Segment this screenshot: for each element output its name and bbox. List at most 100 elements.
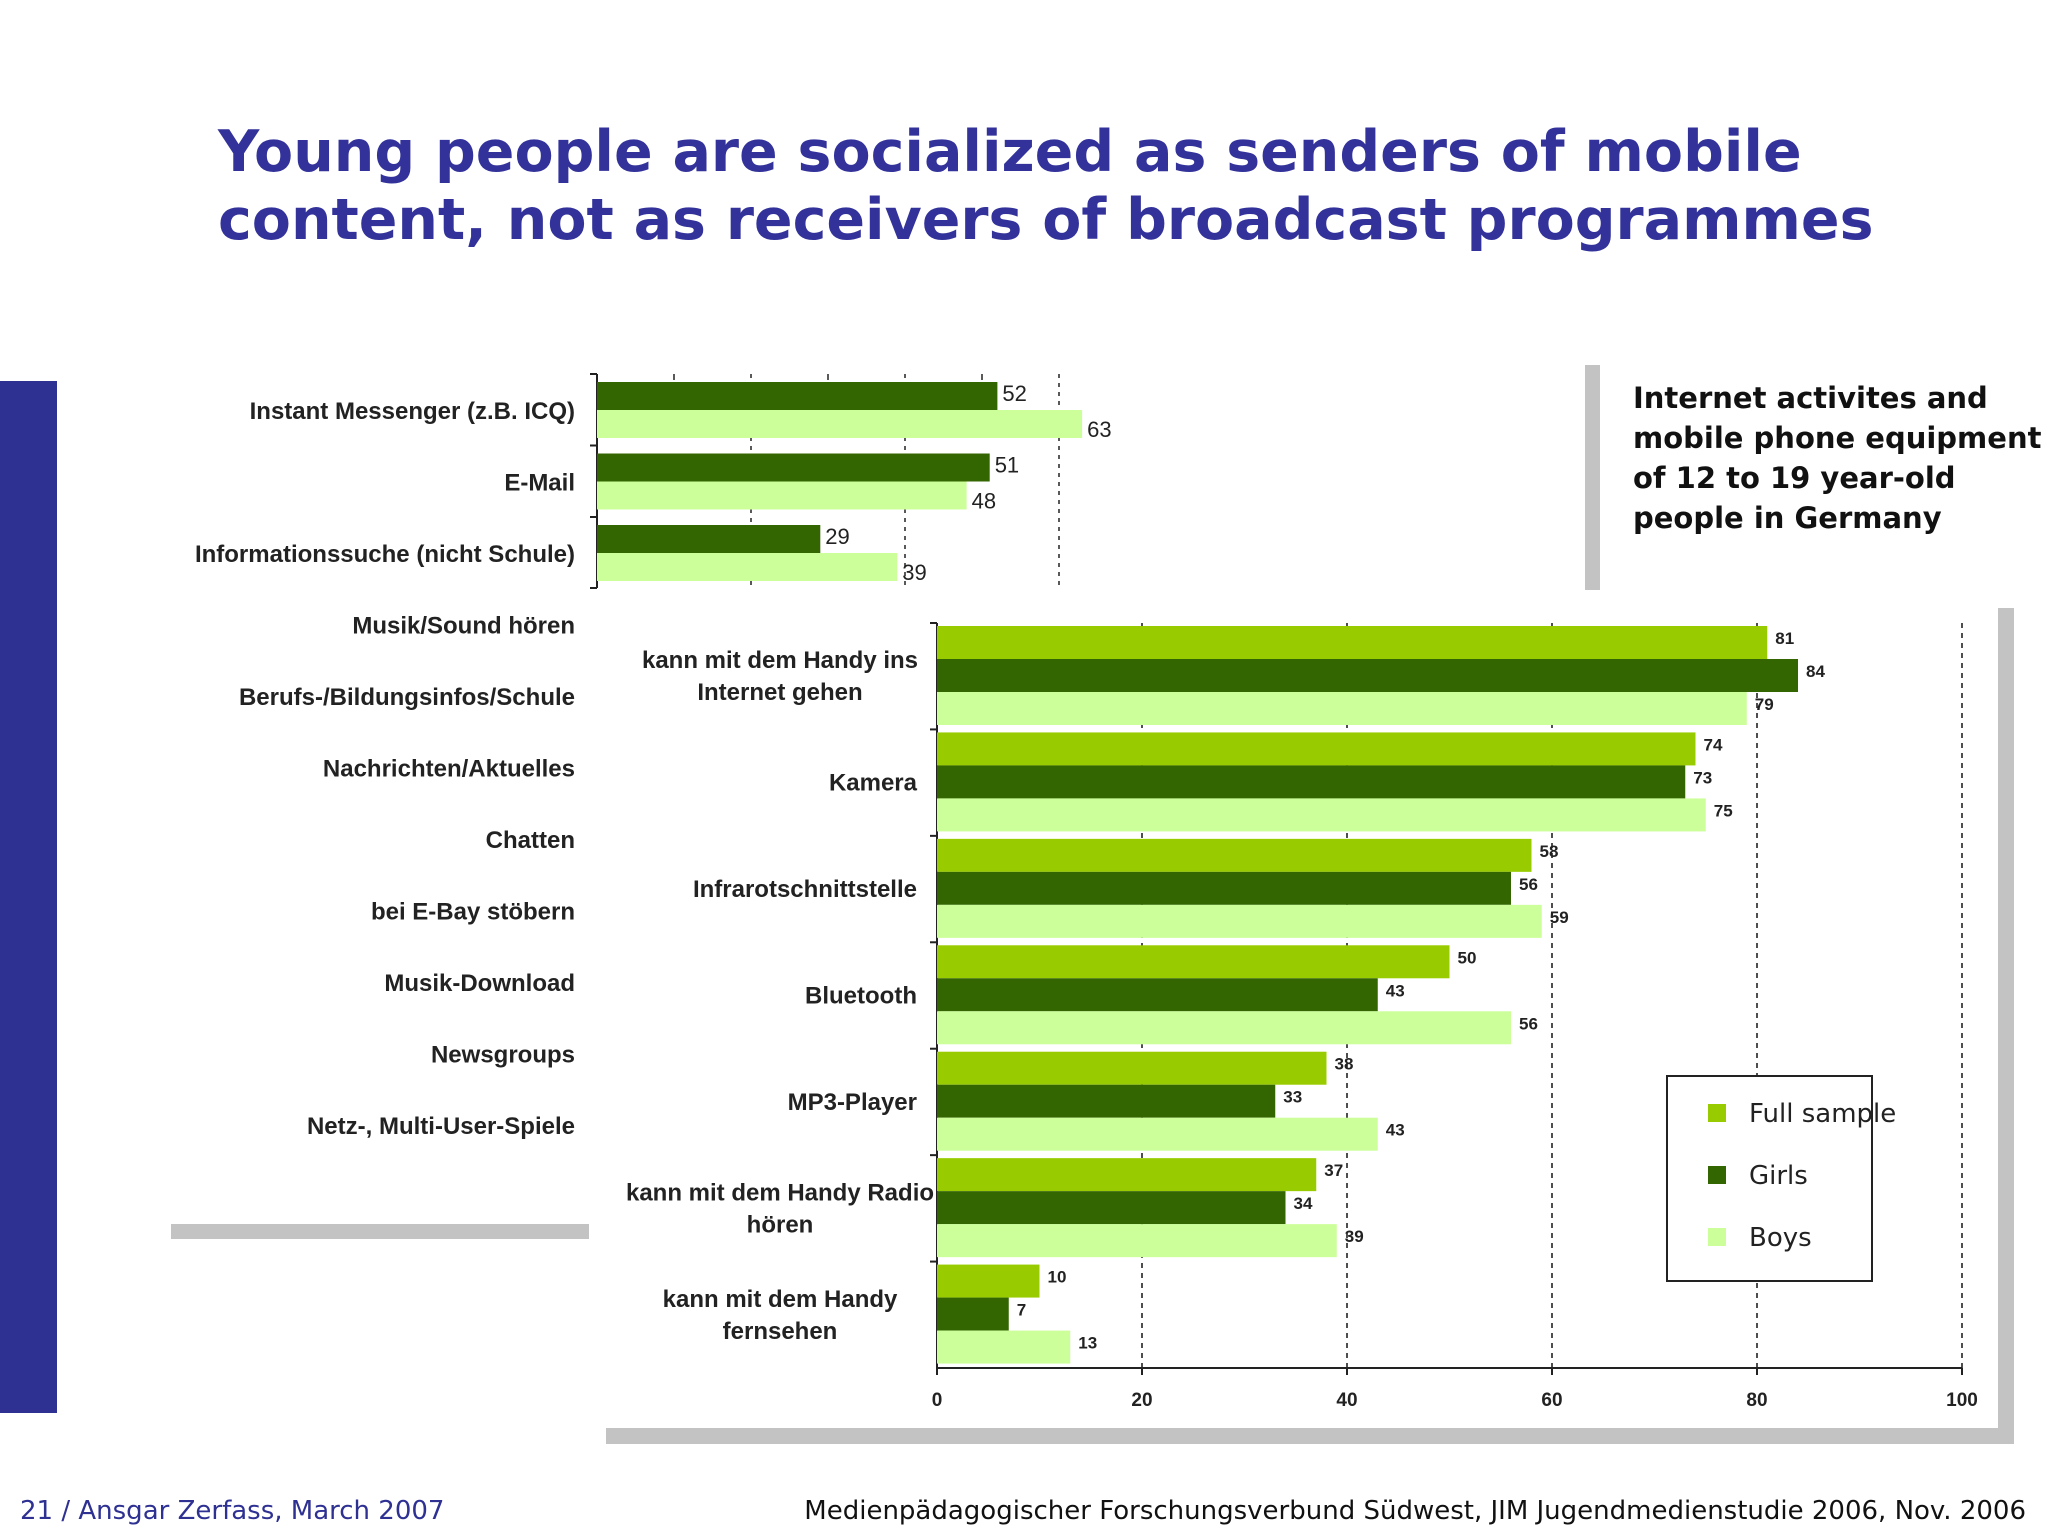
bar-full-sample-infrarotschnittstelle [937, 838, 1532, 872]
bar-full-sample-kann-mit-dem-handy-fernsehen [937, 1264, 1040, 1298]
category-label-kann-mit-dem-handy-fernsehen-line-1: kann mit dem Handy [663, 1286, 898, 1313]
top-category-label-musik-sound-h-ren: Musik/Sound hören [352, 613, 575, 640]
category-label-kann-mit-dem-handy-ins-internet-gehen-line-2: Internet gehen [697, 679, 862, 706]
value-label-full-sample-infrarotschnittstelle: 58 [1540, 842, 1559, 861]
value-label-boys-bluetooth: 56 [1519, 1014, 1538, 1033]
bar-boys-mp3-player [937, 1117, 1378, 1151]
top-category-label-e-mail: E-Mail [504, 470, 575, 497]
top-category-label-berufs-bildungsinfos-schule: Berufs-/Bildungsinfos/Schule [239, 684, 575, 711]
bar-full-sample-mp3-player [937, 1051, 1327, 1085]
value-label-girls-kamera: 73 [1693, 768, 1712, 787]
top-category-label-nachrichten-aktuelles: Nachrichten/Aktuelles [323, 756, 575, 783]
left-accent-bar [0, 381, 57, 1413]
top-value-label-boys-informationssuche-nicht-schule: 39 [902, 560, 926, 585]
top-bar-boys-e-mail [597, 481, 967, 510]
bar-girls-kamera [937, 765, 1686, 799]
value-label-boys-infrarotschnittstelle: 59 [1550, 908, 1569, 927]
top-bar-boys-instant-messenger-z-b-icq [597, 410, 1083, 438]
value-label-boys-kamera: 75 [1714, 801, 1733, 820]
internet-activities-chart: Instant Messenger (z.B. ICQ) 52 63 E-Mail 51… [195, 373, 1112, 1140]
category-label-kamera-line-1: Kamera [829, 770, 918, 797]
value-label-full-sample-kamera: 74 [1704, 735, 1723, 754]
value-label-boys-mp3-player: 43 [1386, 1121, 1405, 1140]
category-label-kann-mit-dem-handy-fernsehen-line-2: fernsehen [723, 1318, 838, 1345]
top-category-label-instant-messenger-z-b-icq: Instant Messenger (z.B. ICQ) [250, 398, 575, 425]
top-bar-girls-instant-messenger-z-b-icq [597, 382, 998, 410]
panel-shadow-bottom [606, 1428, 2014, 1444]
top-category-label-bei-e-bay-st-bern: bei E-Bay stöbern [371, 899, 575, 926]
top-value-label-girls-e-mail: 51 [995, 453, 1019, 478]
top-value-label-boys-e-mail: 48 [972, 489, 996, 514]
legend-swatch-full-sample [1708, 1104, 1726, 1122]
legend-label-boys: Boys [1749, 1223, 1812, 1253]
bar-full-sample-kann-mit-dem-handy-radio-h-ren [937, 1158, 1317, 1192]
bar-boys-kann-mit-dem-handy-radio-h-ren [937, 1224, 1337, 1258]
value-label-boys-kann-mit-dem-handy-radio-h-ren: 39 [1345, 1227, 1364, 1246]
value-label-girls-kann-mit-dem-handy-ins-internet-gehen: 84 [1806, 662, 1825, 681]
x-tick-label-20: 20 [1131, 1390, 1152, 1411]
x-tick-label-80: 80 [1746, 1390, 1767, 1411]
bar-boys-kann-mit-dem-handy-fernsehen [937, 1330, 1071, 1364]
category-label-mp3-player-line-1: MP3-Player [788, 1089, 917, 1116]
value-label-full-sample-mp3-player: 38 [1335, 1055, 1354, 1074]
category-label-kann-mit-dem-handy-ins-internet-gehen-line-1: kann mit dem Handy ins [642, 647, 918, 674]
mobile-equipment-chart: 0 20 40 60 80 100 kann mit dem Handy ins Intern… [593, 590, 1998, 1428]
bar-full-sample-bluetooth [937, 945, 1450, 979]
x-tick-label-40: 40 [1336, 1390, 1357, 1411]
bar-girls-mp3-player [937, 1084, 1276, 1118]
bar-girls-kann-mit-dem-handy-fernsehen [937, 1297, 1009, 1331]
bar-girls-bluetooth [937, 978, 1378, 1012]
x-tick-label-100: 100 [1946, 1390, 1978, 1411]
bar-full-sample-kamera [937, 732, 1696, 766]
legend-swatch-boys [1708, 1228, 1726, 1246]
value-label-girls-mp3-player: 33 [1283, 1088, 1302, 1107]
category-label-bluetooth-line-1: Bluetooth [805, 983, 917, 1010]
bar-girls-kann-mit-dem-handy-ins-internet-gehen [937, 659, 1798, 692]
top-category-label-informationssuche-nicht-schule: Informationssuche (nicht Schule) [195, 541, 575, 568]
value-label-girls-infrarotschnittstelle: 56 [1519, 875, 1538, 894]
top-value-label-girls-instant-messenger-z-b-icq: 52 [1002, 381, 1026, 406]
value-label-girls-kann-mit-dem-handy-fernsehen: 7 [1017, 1301, 1026, 1320]
value-label-full-sample-kann-mit-dem-handy-fernsehen: 10 [1048, 1268, 1067, 1287]
top-category-label-chatten: Chatten [486, 827, 575, 854]
value-label-full-sample-kann-mit-dem-handy-ins-internet-gehen: 81 [1775, 629, 1794, 648]
value-label-boys-kann-mit-dem-handy-fernsehen: 13 [1078, 1334, 1097, 1353]
value-label-girls-kann-mit-dem-handy-radio-h-ren: 34 [1294, 1194, 1313, 1213]
value-label-full-sample-bluetooth: 50 [1458, 948, 1477, 967]
footer-source: Medienpädagogischer Forschungsverbund Sü… [804, 1496, 2026, 1526]
slide-title: Young people are socialized as senders o… [218, 119, 1874, 253]
decorative-gray-line [171, 1224, 589, 1239]
top-value-label-girls-informationssuche-nicht-schule: 29 [825, 524, 849, 549]
x-tick-label-60: 60 [1541, 1390, 1562, 1411]
bar-girls-kann-mit-dem-handy-radio-h-ren [937, 1191, 1286, 1225]
legend-label-full-sample: Full sample [1749, 1099, 1896, 1129]
panel-shadow-right [1998, 608, 2014, 1444]
top-bar-girls-informationssuche-nicht-schule [597, 525, 821, 553]
value-label-full-sample-kann-mit-dem-handy-radio-h-ren: 37 [1324, 1161, 1343, 1180]
category-label-infrarotschnittstelle-line-1: Infrarotschnittstelle [693, 876, 917, 903]
top-value-label-boys-instant-messenger-z-b-icq: 63 [1087, 417, 1111, 442]
x-tick-label-0: 0 [932, 1390, 943, 1411]
top-category-label-musik-download: Musik-Download [384, 970, 575, 997]
category-label-kann-mit-dem-handy-radio-h-ren-line-1: kann mit dem Handy Radio [626, 1179, 934, 1206]
legend-label-girls: Girls [1749, 1161, 1808, 1191]
top-category-label-newsgroups: Newsgroups [431, 1042, 575, 1069]
bar-girls-infrarotschnittstelle [937, 871, 1511, 905]
category-label-kann-mit-dem-handy-radio-h-ren-line-2: hören [747, 1211, 814, 1238]
bar-boys-kann-mit-dem-handy-ins-internet-gehen [937, 692, 1747, 725]
top-category-label-netz-multi-user-spiele: Netz-, Multi-User-Spiele [307, 1113, 575, 1140]
chart-caption: Internet activites and mobile phone equi… [1633, 381, 2042, 535]
bar-boys-infrarotschnittstelle [937, 904, 1542, 938]
footer-author: 21 / Ansgar Zerfass, March 2007 [20, 1496, 445, 1526]
value-label-boys-kann-mit-dem-handy-ins-internet-gehen: 79 [1755, 695, 1774, 714]
top-bar-girls-e-mail [597, 453, 990, 482]
legend-box [1666, 1075, 1873, 1282]
top-bar-boys-informationssuche-nicht-schule [597, 553, 898, 581]
bar-boys-kamera [937, 798, 1706, 832]
bar-full-sample-kann-mit-dem-handy-ins-internet-gehen [937, 626, 1768, 659]
bar-boys-bluetooth [937, 1011, 1511, 1045]
legend-swatch-girls [1708, 1166, 1726, 1184]
value-label-girls-bluetooth: 43 [1386, 981, 1405, 1000]
decorative-gray-divider [1585, 365, 1600, 590]
